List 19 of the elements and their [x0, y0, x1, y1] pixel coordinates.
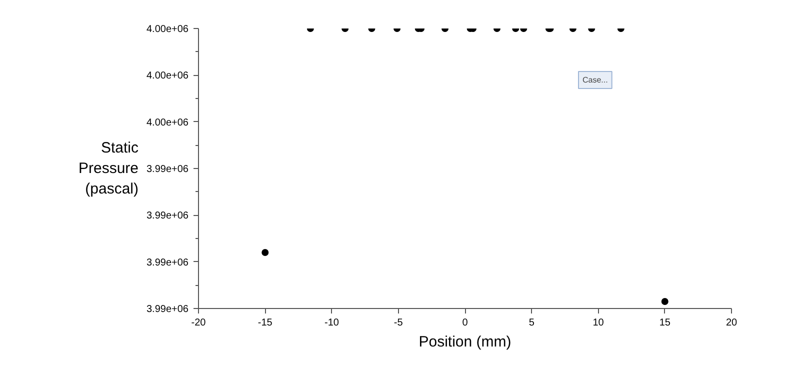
- x-tick-label: 15: [659, 318, 671, 328]
- annotation: Case...: [582, 76, 608, 84]
- x-tick-label: -20: [191, 318, 206, 328]
- x-axis-title: Position (mm): [418, 334, 512, 350]
- x-tick-label: -15: [258, 318, 273, 328]
- y-tick-label: 4.00e+06: [146, 24, 189, 35]
- x-tick-label: 0: [462, 318, 468, 328]
- y-tick-label: 3.99e+06: [146, 164, 189, 175]
- y-tick-label: 3.99e+06: [146, 304, 189, 315]
- y-axis-title: Static Pressure (pascal): [78, 140, 140, 198]
- x-tick-label: 10: [592, 318, 604, 328]
- x-tick-label: 20: [726, 318, 738, 328]
- x-tick-label: 5: [528, 318, 535, 328]
- x-tick-label: -5: [394, 318, 404, 328]
- y-tick-label: 4.00e+06: [146, 117, 189, 128]
- x-tick-label: -10: [324, 318, 340, 328]
- y-tick-label: 3.99e+06: [146, 257, 189, 268]
- y-tick-label: 3.99e+06: [146, 210, 189, 222]
- y-tick-label: 4.00e+06: [146, 70, 189, 82]
